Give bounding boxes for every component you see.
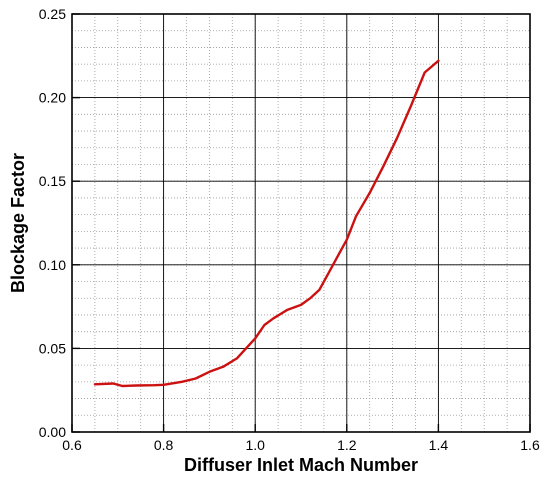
x-axis-title: Diffuser Inlet Mach Number bbox=[184, 455, 418, 475]
minor-grid bbox=[72, 14, 530, 432]
x-tick-label: 0.6 bbox=[62, 437, 82, 453]
plot-frame bbox=[71, 13, 531, 433]
y-tick-label: 0.20 bbox=[39, 90, 66, 106]
y-tick-label: 0.15 bbox=[39, 173, 66, 189]
series-layer bbox=[93, 59, 440, 388]
x-tick-label: 1.6 bbox=[520, 437, 540, 453]
x-tick-label: 1.4 bbox=[429, 437, 449, 453]
major-grid bbox=[72, 14, 530, 432]
x-tick-label: 0.8 bbox=[154, 437, 174, 453]
y-tick-label: 0.00 bbox=[39, 424, 66, 440]
y-tick-labels: 0.00 0.05 0.10 0.15 0.20 0.25 bbox=[39, 6, 66, 440]
series-line bbox=[93, 59, 440, 388]
x-tick-labels: 0.6 0.8 1.0 1.2 1.4 1.6 bbox=[62, 437, 540, 453]
y-axis-title: Blockage Factor bbox=[8, 153, 28, 293]
y-tick-label: 0.25 bbox=[39, 6, 66, 22]
y-tick-label: 0.05 bbox=[39, 340, 66, 356]
x-tick-label: 1.0 bbox=[245, 437, 265, 453]
ticks-layer bbox=[71, 13, 531, 433]
x-tick-label: 1.2 bbox=[337, 437, 357, 453]
y-tick-label: 0.10 bbox=[39, 257, 66, 273]
